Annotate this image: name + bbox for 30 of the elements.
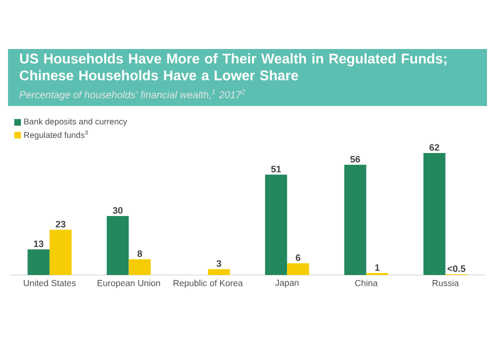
bar [423, 152, 446, 275]
bar [208, 269, 230, 275]
data-label: 56 [350, 156, 360, 163]
x-tick-label: Russia [432, 280, 459, 286]
legend-label: Regulated funds$^{3}$ [24, 130, 88, 140]
chart-title: US Households Have More of Their Wealth in Regulated Funds; Chinese Households Have a Lower Share [20, 53, 446, 80]
data-label: 6 [296, 254, 300, 261]
data-label: 23 [56, 220, 66, 228]
bar [265, 174, 288, 275]
bar [28, 249, 50, 275]
legend-label: Bank deposits and currency [24, 118, 128, 126]
x-tick-label: Republic of Korea [174, 280, 243, 288]
bar [287, 263, 310, 275]
data-label: 13 [34, 240, 44, 248]
x-tick-label: Japan [275, 280, 299, 288]
bar [344, 164, 366, 275]
data-label: 30 [112, 207, 123, 214]
x-tick-label: United States [24, 280, 76, 286]
data-label: 3 [216, 260, 222, 267]
x-tick-label: European Union [98, 280, 160, 288]
data-label: 8 [137, 250, 142, 257]
bar [128, 259, 151, 275]
data-label: 1 [375, 264, 380, 271]
x-tick-label: China [355, 280, 378, 286]
data-label: 62 [430, 144, 440, 151]
data-label: 51 [271, 166, 282, 172]
chart-subtitle: Percentage of households’ financial wealth,$^{1}$ 2017$^{2}$ [20, 89, 245, 100]
bar [106, 216, 129, 275]
data-label: <0.5 [448, 265, 466, 272]
bar [50, 230, 72, 275]
